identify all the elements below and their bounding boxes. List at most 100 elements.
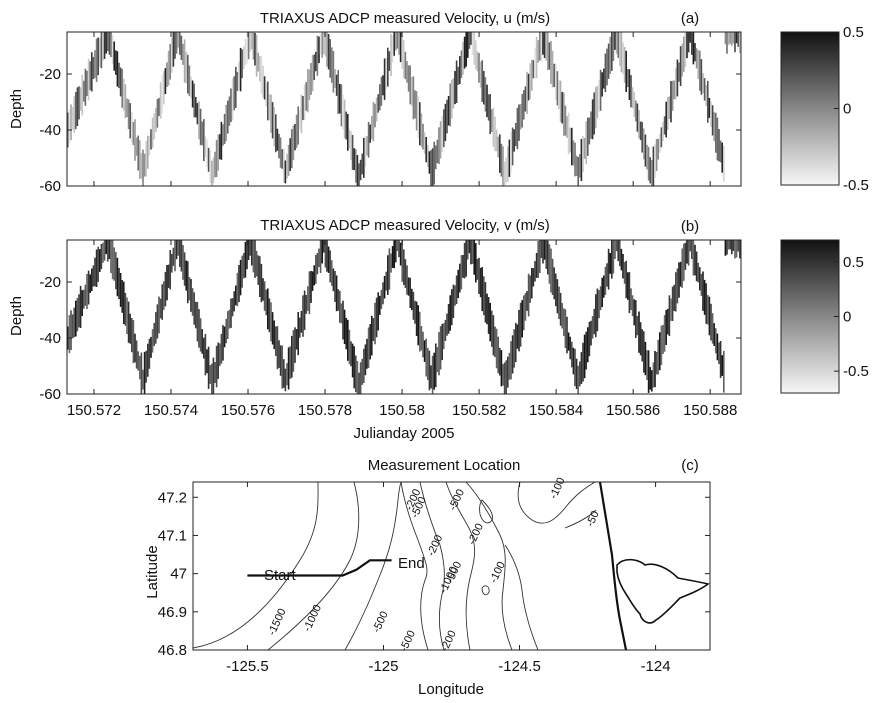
velocity-streak [721, 355, 723, 376]
velocity-streak [647, 350, 650, 393]
velocity-streak [542, 240, 544, 264]
x-tick-label: -125.5 [226, 658, 269, 675]
velocity-streak [569, 336, 571, 360]
velocity-streak [579, 154, 581, 178]
velocity-streak [273, 107, 275, 147]
velocity-streak [646, 350, 648, 380]
velocity-streak [299, 317, 301, 338]
velocity-streak [156, 304, 159, 339]
velocity-streak [481, 60, 483, 102]
velocity-streak [292, 330, 295, 372]
velocity-streak [203, 337, 205, 359]
velocity-streak [705, 283, 707, 324]
velocity-streak [646, 144, 648, 170]
velocity-streak [348, 129, 351, 149]
velocity-streak [668, 96, 671, 119]
velocity-streak [716, 117, 719, 161]
velocity-streak [691, 240, 693, 259]
velocity-streak [707, 80, 709, 123]
velocity-streak [652, 362, 655, 388]
velocity-streak [308, 271, 311, 315]
velocity-streak [695, 48, 698, 69]
velocity-streak [206, 139, 208, 167]
velocity-streak [115, 251, 117, 290]
velocity-streak [411, 77, 413, 106]
velocity-streak [643, 331, 645, 373]
velocity-streak [329, 39, 331, 78]
y-tick-label: 47.1 [158, 527, 187, 544]
velocity-streak [87, 58, 90, 101]
velocity-streak [684, 242, 687, 270]
velocity-streak [206, 349, 208, 374]
velocity-streak [393, 32, 395, 56]
velocity-streak [409, 277, 411, 308]
velocity-streak [121, 280, 123, 313]
velocity-streak [299, 110, 301, 130]
velocity-streak [473, 32, 475, 65]
velocity-streak [579, 361, 581, 387]
velocity-streak [398, 240, 400, 258]
velocity-streak [580, 139, 583, 181]
velocity-streak [697, 262, 699, 283]
velocity-streak [497, 136, 499, 158]
velocity-streak [567, 112, 570, 155]
velocity-streak [199, 318, 202, 352]
velocity-streak [655, 139, 658, 171]
contour-line-1000-west [267, 482, 360, 650]
velocity-streak [452, 78, 455, 109]
velocity-streak [564, 309, 567, 348]
velocity-streak [323, 240, 325, 253]
velocity-streak [457, 66, 459, 85]
velocity-streak [475, 40, 477, 70]
velocity-streak [399, 32, 402, 63]
colorbar-tick-label: -0.5 [843, 177, 869, 194]
velocity-streak [142, 149, 144, 186]
velocity-streak [739, 240, 741, 259]
velocity-streak [347, 319, 349, 361]
velocity-streak [171, 37, 173, 73]
velocity-streak [166, 265, 168, 301]
velocity-streak [553, 63, 555, 88]
velocity-streak [398, 32, 400, 55]
velocity-streak [235, 66, 237, 108]
velocity-streak [219, 134, 221, 160]
velocity-streak [228, 96, 231, 126]
velocity-streak [291, 335, 293, 378]
velocity-streak [84, 284, 87, 306]
velocity-streak [187, 261, 189, 304]
velocity-streak [556, 71, 559, 106]
x-tick-label: 150.572 [67, 402, 121, 419]
contour-line-200-east [465, 482, 513, 650]
velocity-streak [510, 341, 512, 380]
velocity-streak [713, 112, 715, 142]
velocity-streak [353, 346, 355, 389]
velocity-streak [724, 32, 727, 45]
velocity-streak [140, 352, 143, 394]
velocity-streak [182, 245, 184, 280]
velocity-streak [367, 121, 370, 158]
velocity-streak [110, 32, 112, 58]
velocity-streak [494, 326, 496, 358]
velocity-streak [276, 326, 279, 370]
velocity-streak [551, 258, 554, 295]
velocity-streak [238, 61, 240, 90]
x-tick-label: 150.584 [529, 402, 583, 419]
velocity-streak [572, 140, 575, 166]
velocity-streak [393, 240, 395, 269]
velocity-streak [251, 240, 253, 266]
velocity-streak [198, 101, 200, 140]
colorbar-u-ticks: 0.5 0 -0.5 [834, 24, 869, 194]
x-tick-label: 150.578 [298, 402, 352, 419]
velocity-streak [332, 51, 335, 93]
velocity-streak [219, 343, 221, 367]
velocity-streak [374, 302, 376, 345]
velocity-streak [604, 266, 607, 295]
velocity-streak [153, 113, 155, 140]
velocity-streak [615, 32, 618, 54]
x-tick-label: 150.58 [379, 402, 425, 419]
velocity-streak [270, 302, 272, 342]
velocity-streak [467, 240, 469, 260]
velocity-streak [457, 269, 459, 298]
velocity-streak [718, 342, 720, 364]
velocity-streak [390, 253, 392, 273]
